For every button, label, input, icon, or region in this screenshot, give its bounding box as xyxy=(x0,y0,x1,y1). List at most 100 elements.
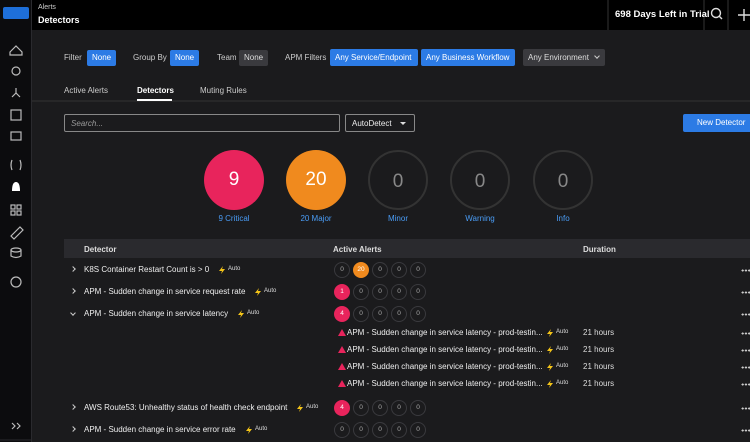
bolt-icon xyxy=(547,380,553,388)
alert-count[interactable]: 4 xyxy=(334,306,350,322)
alert-count[interactable]: 0 xyxy=(372,422,388,438)
severity-label[interactable]: Info xyxy=(556,214,570,223)
severity-circle[interactable]: 0 xyxy=(450,150,510,210)
column-header: Detector xyxy=(84,245,117,254)
chevron xyxy=(594,53,600,59)
alert-count[interactable]: 4 xyxy=(334,400,350,416)
severity-label[interactable]: 9 Critical xyxy=(218,214,250,223)
column-header: Duration xyxy=(583,245,616,254)
alert-count[interactable]: 0 xyxy=(391,306,407,322)
detector-name[interactable]: APM - Sudden change in service latency xyxy=(84,309,229,318)
row-menu[interactable] xyxy=(741,383,750,386)
tab[interactable]: Muting Rules xyxy=(200,86,247,95)
alert-count[interactable]: 0 xyxy=(391,400,407,416)
severity-circle[interactable]: 0 xyxy=(533,150,593,210)
alert-count[interactable]: 0 xyxy=(410,422,426,438)
trial-notice[interactable]: 698 Days Left in Trial xyxy=(615,9,710,20)
filter-button[interactable]: None xyxy=(170,50,200,66)
alert-name[interactable]: APM - Sudden change in service latency -… xyxy=(347,362,543,371)
detector-name[interactable]: K8S Container Restart Count is > 0 xyxy=(84,265,210,274)
table-header xyxy=(64,239,750,258)
tab[interactable]: Active Alerts xyxy=(64,86,109,95)
alert-count[interactable]: 0 xyxy=(410,262,426,278)
bolt-icon xyxy=(246,426,252,434)
apm-filter-button[interactable]: Any Service/Endpoint xyxy=(330,49,418,66)
severity-circle[interactable]: 20 xyxy=(286,150,346,210)
filter-button[interactable]: None xyxy=(239,50,269,66)
alert-triangle xyxy=(338,346,346,353)
new-detector-button[interactable]: New Detector xyxy=(683,114,750,132)
alert-count[interactable]: 0 xyxy=(391,284,407,300)
alert-count[interactable]: 0 xyxy=(391,422,407,438)
column-header: Active Alerts xyxy=(333,245,382,254)
detector-name[interactable]: APM - Sudden change in service error rat… xyxy=(84,425,236,434)
bolt-icon xyxy=(547,346,553,354)
auto-tag: Auto xyxy=(306,404,319,410)
alert-count[interactable]: 0 xyxy=(372,284,388,300)
severity-circle[interactable]: 9 xyxy=(204,150,264,210)
detector-name[interactable]: APM - Sudden change in service request r… xyxy=(84,287,246,296)
alert-count[interactable]: 0 xyxy=(372,262,388,278)
filter-label: Filter xyxy=(64,53,82,62)
row-menu[interactable] xyxy=(741,291,750,294)
alert-count[interactable]: 0 xyxy=(353,284,369,300)
row-menu[interactable] xyxy=(741,407,750,410)
severity-label[interactable]: Warning xyxy=(465,214,495,223)
row-menu[interactable] xyxy=(741,332,750,335)
row-menu[interactable] xyxy=(741,429,750,432)
filter-label: Group By xyxy=(133,53,167,62)
page-title: Detectors xyxy=(38,15,80,25)
search-input[interactable]: Search... xyxy=(64,114,340,132)
expand-toggle[interactable] xyxy=(70,266,76,272)
bolt-icon xyxy=(547,363,553,371)
severity-circle[interactable]: 0 xyxy=(368,150,428,210)
alert-count[interactable]: 0 xyxy=(334,262,350,278)
alert-triangle xyxy=(338,380,346,387)
caret xyxy=(400,122,406,125)
apm-filter-label: APM Filters xyxy=(285,53,327,62)
severity-label[interactable]: 20 Major xyxy=(300,214,332,223)
alert-count[interactable]: 0 xyxy=(353,422,369,438)
alert-count[interactable]: 0 xyxy=(372,400,388,416)
bolt-icon xyxy=(547,329,553,337)
bolt-icon xyxy=(297,404,303,412)
row-menu[interactable] xyxy=(741,269,750,272)
dropdown-text: AutoDetect xyxy=(352,119,392,128)
expand-toggle[interactable] xyxy=(70,288,76,294)
bolt-icon xyxy=(255,288,261,296)
alert-name[interactable]: APM - Sudden change in service latency -… xyxy=(347,328,543,337)
alert-count[interactable]: 0 xyxy=(353,306,369,322)
alert-count[interactable]: 0 xyxy=(334,422,350,438)
alert-name[interactable]: APM - Sudden change in service latency -… xyxy=(347,379,543,388)
search-placeholder: Search... xyxy=(71,119,104,128)
expand-toggle[interactable] xyxy=(70,404,76,410)
severity-label[interactable]: Minor xyxy=(387,214,408,223)
auto-tag: Auto xyxy=(264,288,277,294)
auto-tag: Auto xyxy=(556,329,569,335)
alert-count[interactable]: 0 xyxy=(391,262,407,278)
apm-filter-button[interactable]: Any Environment xyxy=(523,49,605,66)
alert-count[interactable]: 0 xyxy=(372,306,388,322)
apm-filter-button[interactable]: Any Business Workflow xyxy=(421,49,516,66)
alert-count[interactable]: 20 xyxy=(353,262,369,278)
alert-count[interactable]: 0 xyxy=(410,284,426,300)
duration: 21 hours xyxy=(583,379,615,388)
auto-tag: Auto xyxy=(228,266,241,272)
collapse-toggle[interactable] xyxy=(70,310,76,316)
row-menu[interactable] xyxy=(741,313,750,316)
filter-button[interactable]: None xyxy=(87,50,117,66)
autodetect-dropdown[interactable]: AutoDetect xyxy=(345,114,415,132)
expand-toggle[interactable] xyxy=(70,426,76,432)
alert-count[interactable]: 0 xyxy=(353,400,369,416)
auto-tag: Auto xyxy=(255,426,268,432)
row-menu[interactable] xyxy=(741,349,750,352)
alert-count[interactable]: 0 xyxy=(410,306,426,322)
row-menu[interactable] xyxy=(741,366,750,369)
alert-count[interactable]: 1 xyxy=(334,284,350,300)
tab[interactable]: Detectors xyxy=(137,86,174,95)
alert-count[interactable]: 0 xyxy=(410,400,426,416)
alert-name[interactable]: APM - Sudden change in service latency -… xyxy=(347,345,543,354)
bolt-icon xyxy=(219,266,225,274)
sidebar xyxy=(0,0,32,442)
detector-name[interactable]: AWS Route53: Unhealthy status of health … xyxy=(84,403,288,412)
